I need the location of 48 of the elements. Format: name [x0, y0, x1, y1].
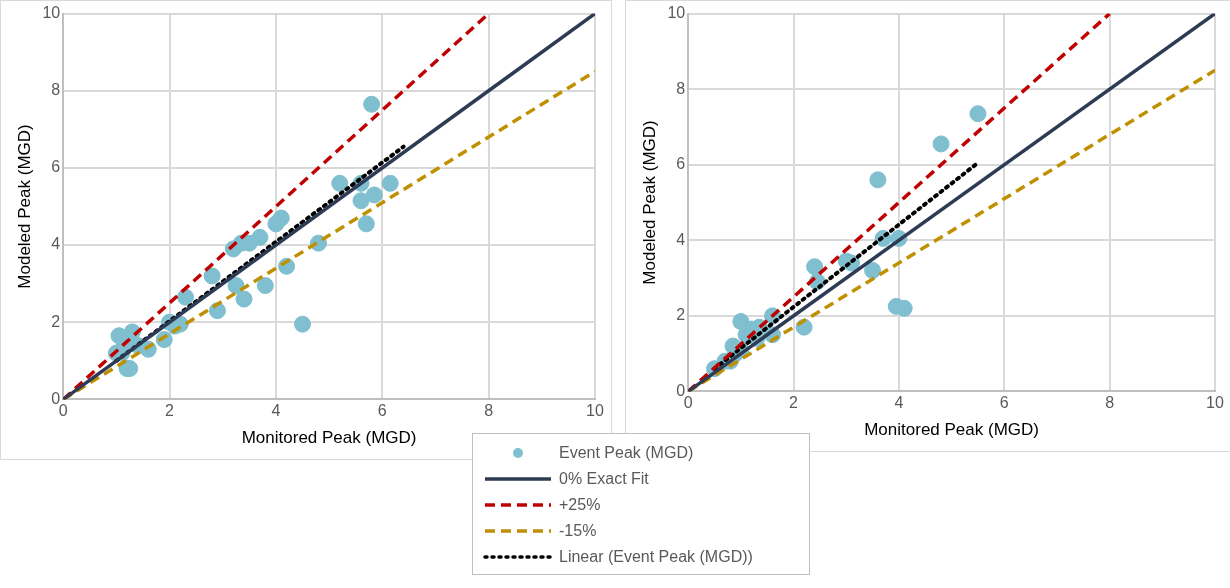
- x-tick-label: 2: [789, 394, 799, 412]
- y-tick-label: 0: [676, 381, 686, 399]
- point: [352, 192, 370, 210]
- y-tick-label: 6: [676, 155, 686, 173]
- point: [365, 186, 383, 204]
- y-axis-title: Modeled Peak (MGD): [639, 120, 659, 285]
- point: [357, 215, 375, 233]
- y-tick-label: 4: [51, 235, 61, 253]
- y-axis-title: Modeled Peak (MGD): [14, 124, 34, 289]
- x-tick-label: 6: [999, 394, 1009, 412]
- y-tick-label: 2: [51, 312, 61, 330]
- point: [177, 288, 195, 306]
- x-tick-label: 8: [1105, 394, 1115, 412]
- x-tick-label: 4: [271, 402, 281, 420]
- legend-label: Event Peak (MGD): [559, 444, 694, 462]
- point: [869, 171, 887, 189]
- y-tick-label: 4: [676, 230, 686, 248]
- x-tick-label: 2: [165, 402, 175, 420]
- point: [294, 315, 312, 333]
- point: [363, 95, 381, 113]
- point: [203, 267, 221, 285]
- point: [969, 105, 987, 123]
- x-tick-label: 6: [377, 402, 387, 420]
- point: [331, 174, 349, 192]
- point: [864, 262, 882, 279]
- legend-label: +25%: [559, 496, 601, 514]
- point: [806, 258, 824, 276]
- point: [381, 174, 399, 192]
- x-tick-label: 8: [484, 402, 494, 420]
- point: [272, 209, 290, 227]
- y-tick-label: 2: [676, 306, 686, 324]
- x-axis-title: Monitored Peak (MGD): [864, 420, 1039, 440]
- y-tick-label: 10: [42, 4, 61, 22]
- legend-label: Linear (Event Peak (MGD)): [559, 548, 753, 566]
- legend-label: -15%: [559, 522, 597, 540]
- x-axis-title: Monitored Peak (MGD): [241, 428, 417, 448]
- point: [932, 135, 950, 153]
- y-tick-label: 10: [667, 4, 686, 22]
- point: [251, 228, 269, 246]
- x-tick-label: 10: [1206, 394, 1224, 412]
- legend-label: 0% Exact Fit: [559, 470, 649, 488]
- y-tick-label: 6: [51, 158, 61, 176]
- x-tick-label: 4: [894, 394, 904, 412]
- point: [235, 290, 253, 308]
- point: [256, 277, 274, 295]
- y-tick-label: 8: [51, 81, 61, 99]
- y-tick-label: 8: [676, 79, 686, 97]
- x-tick-label: 10: [586, 402, 604, 420]
